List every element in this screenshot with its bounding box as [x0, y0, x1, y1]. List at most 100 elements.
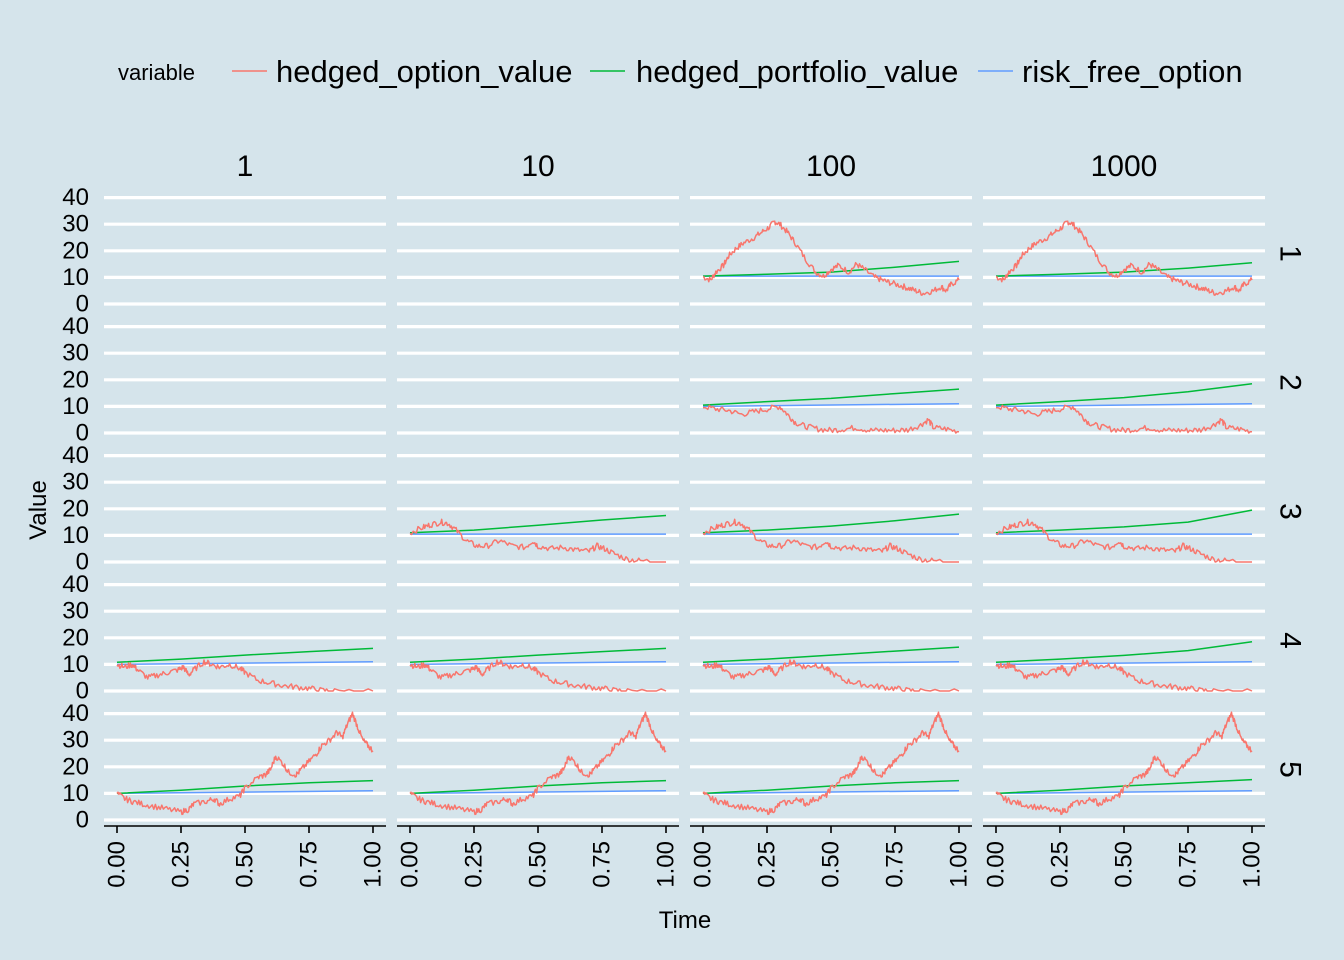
x-tick-label: 0.50 [1111, 841, 1138, 888]
series-hedged-portfolio-value [702, 513, 960, 534]
series-hedged-option-value [702, 404, 960, 434]
series-hedged-portfolio-value [702, 388, 960, 406]
x-tick-label: 1.00 [1239, 841, 1266, 888]
row-strip-label-3: 4 [1274, 632, 1307, 649]
series-hedged-option-value [409, 711, 667, 816]
y-tick-label: 10 [62, 264, 89, 291]
y-tick-label: 10 [62, 393, 89, 420]
series-hedged-portfolio-value [409, 647, 667, 664]
series-hedged-portfolio-value [995, 641, 1253, 664]
x-tick-label: 0.25 [754, 841, 781, 888]
legend: variable hedged_option_value hedged_portf… [118, 54, 1243, 89]
y-tick-label: 30 [62, 727, 89, 754]
y-tick-label: 10 [62, 651, 89, 678]
facet-panels [104, 196, 1265, 822]
y-tick-label: 40 [62, 442, 89, 469]
legend-label-0: hedged_option_value [276, 54, 573, 89]
x-axis-title: Time [659, 907, 711, 934]
series-hedged-option-value [995, 404, 1253, 434]
y-tick-label: 0 [76, 420, 89, 447]
series-risk-free-option [409, 789, 667, 795]
series-hedged-option-value [116, 659, 374, 692]
x-tick-label: 1.00 [946, 841, 973, 888]
y-tick-label: 20 [62, 753, 89, 780]
series-risk-free-option [702, 660, 960, 666]
column-strip-label-1: 10 [521, 150, 554, 183]
series-hedged-portfolio-value [995, 383, 1253, 406]
series-hedged-option-value [995, 659, 1253, 692]
legend-label-2: risk_free_option [1022, 54, 1243, 89]
series-hedged-option-value [116, 711, 374, 816]
column-strip-label-0: 1 [237, 150, 254, 183]
column-strip-label-2: 100 [806, 150, 856, 183]
series-risk-free-option [995, 660, 1253, 666]
x-tick-label: 1.00 [360, 841, 387, 888]
y-tick-label: 0 [76, 549, 89, 576]
y-tick-label: 40 [62, 184, 89, 211]
x-tick-label: 0.25 [461, 841, 488, 888]
x-tick-label: 0.25 [168, 841, 195, 888]
series-hedged-option-value [409, 518, 666, 563]
y-tick-label: 0 [76, 678, 89, 705]
x-tick-label: 0.50 [232, 841, 259, 888]
series-risk-free-option [995, 789, 1253, 795]
series-risk-free-option [409, 660, 667, 666]
x-tick-label: 0.75 [1175, 841, 1202, 888]
row-strip-label-4: 5 [1274, 761, 1307, 778]
y-tick-label: 0 [76, 291, 89, 318]
series-hedged-option-value [703, 220, 960, 296]
series-hedged-portfolio-value [116, 647, 374, 664]
series-hedged-option-value [409, 659, 667, 692]
y-tick-label: 0 [76, 807, 89, 834]
series-hedged-portfolio-value [409, 514, 667, 534]
series-hedged-option-value [995, 711, 1253, 816]
y-tick-label: 20 [62, 237, 89, 264]
series-risk-free-option [116, 789, 374, 795]
series-hedged-portfolio-value [702, 646, 960, 664]
series-hedged-portfolio-value [995, 509, 1253, 534]
y-tick-label: 40 [62, 700, 89, 727]
x-tick-label: 0.50 [818, 841, 845, 888]
x-tick-label: 0.75 [296, 841, 323, 888]
series-risk-free-option [995, 402, 1253, 408]
y-tick-label: 10 [62, 780, 89, 807]
series-hedged-option-value [995, 518, 1252, 563]
series-hedged-portfolio-value [702, 260, 960, 277]
x-tick-label: 1.00 [653, 841, 680, 888]
x-tick-label: 0.75 [589, 841, 616, 888]
facet-strips: 1 10 100 1000 1 2 3 4 5 [237, 150, 1307, 778]
series-hedged-option-value [702, 518, 959, 563]
y-tick-label: 30 [62, 469, 89, 496]
series-hedged-option-value [702, 659, 960, 692]
x-tick-label: 0.00 [104, 841, 131, 888]
x-tick-label: 0.00 [983, 841, 1010, 888]
x-tick-label: 0.75 [882, 841, 909, 888]
legend-label-1: hedged_portfolio_value [636, 54, 958, 89]
series-risk-free-option [702, 402, 960, 408]
y-tick-label: 40 [62, 571, 89, 598]
y-tick-label: 10 [62, 522, 89, 549]
series-risk-free-option [116, 660, 374, 666]
y-tick-label: 20 [62, 366, 89, 393]
series-hedged-portfolio-value [995, 262, 1253, 277]
column-strip-label-3: 1000 [1091, 150, 1158, 183]
axes: Time Value 01020304001020304001020304001… [25, 184, 1266, 934]
x-tick-label: 0.00 [397, 841, 424, 888]
y-tick-label: 20 [62, 624, 89, 651]
x-tick-label: 0.50 [525, 841, 552, 888]
y-tick-label: 30 [62, 340, 89, 367]
row-strip-label-2: 3 [1274, 503, 1307, 520]
series-hedged-option-value [702, 711, 960, 816]
y-tick-label: 30 [62, 598, 89, 625]
series-risk-free-option [702, 789, 960, 795]
x-tick-label: 0.00 [690, 841, 717, 888]
series-hedged-option-value [996, 220, 1253, 296]
y-axis-title: Value [25, 480, 52, 540]
y-tick-label: 40 [62, 313, 89, 340]
row-strip-label-1: 2 [1274, 374, 1307, 391]
y-tick-label: 30 [62, 211, 89, 238]
x-tick-label: 0.25 [1047, 841, 1074, 888]
y-tick-label: 20 [62, 495, 89, 522]
row-strip-label-0: 1 [1274, 245, 1307, 262]
